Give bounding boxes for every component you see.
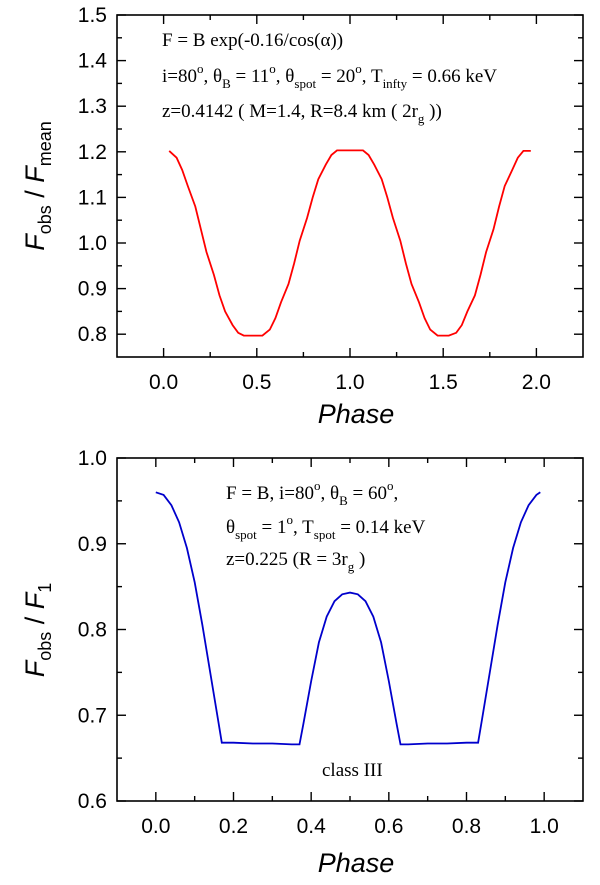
y-tick-label: 0.9: [78, 533, 107, 556]
bottom-x-ticks: 0.0 0.2 0.4 0.6 0.8 1.0: [141, 458, 559, 838]
series-line-flux: [168, 149, 531, 337]
y-tick-label: 0.8: [78, 619, 107, 642]
y-tick-label: 0.8: [78, 323, 107, 346]
x-tick-label: 1.0: [530, 815, 559, 838]
bottom-annotation-params: F = B, i=80o, θB = 60o,: [226, 478, 398, 508]
bottom-plot-frame: [116, 457, 584, 802]
bottom-chart: 0.6 0.7 0.8 0.9 1.0 0.0 0.2 0.4 0.6 0.8 1.0 F = B…: [20, 447, 584, 878]
x-tick-label: 0.2: [219, 815, 248, 838]
top-x-axis-label: Phase: [318, 399, 395, 429]
x-tick-label: 0.0: [141, 815, 170, 838]
bottom-annotation-redshift: z=0.225 (R = 3rg ): [226, 549, 365, 574]
top-annotation-params: i=80o, θB = 11o, θspot = 20o, Tinfty = 0…: [162, 61, 497, 91]
x-tick-label: 0.5: [242, 371, 271, 394]
y-tick-label: 1.0: [78, 232, 107, 255]
y-tick-label: 1.3: [78, 95, 107, 118]
top-annotation-formula: F = B exp(-0.16/cos(α)): [162, 30, 343, 51]
x-tick-label: 0.4: [297, 815, 327, 838]
top-series: [168, 149, 531, 337]
top-x-ticks: 0.0 0.5 1.0 1.5 2.0: [149, 15, 551, 394]
x-tick-label: 1.0: [335, 371, 364, 394]
top-annotation-redshift: z=0.4142 ( M=1.4, R=8.4 km ( 2rg )): [162, 101, 442, 126]
y-tick-label: 1.1: [78, 186, 107, 209]
bottom-x-axis-label: Phase: [318, 848, 395, 878]
x-tick-label: 2.0: [522, 371, 551, 394]
y-tick-label: 1.2: [78, 141, 107, 164]
x-tick-label: 0.6: [374, 815, 403, 838]
bottom-y-axis-label: Fobs / F1: [20, 583, 55, 678]
bottom-series: [155, 491, 541, 746]
bottom-annotation-spot: θspot = 1o, Tspot = 0.14 keV: [226, 512, 426, 542]
y-tick-label: 1.0: [78, 447, 107, 470]
x-tick-label: 0.8: [452, 815, 481, 838]
y-tick-label: 0.9: [78, 278, 107, 301]
bottom-y-ticks: 0.6 0.7 0.8 0.9 1.0: [78, 447, 583, 813]
series-line-flux: [155, 491, 541, 746]
top-y-axis-label: Fobs / Fmean: [20, 121, 55, 251]
top-chart: 0.8 0.9 1.0 1.1 1.2 1.3 1.4 1.5 0.0 0.5 1.0 1.5 2.0…: [20, 4, 584, 429]
x-tick-label: 0.0: [149, 371, 178, 394]
x-tick-label: 1.5: [429, 371, 458, 394]
y-tick-label: 1.4: [78, 50, 108, 73]
top-y-ticks: 0.8 0.9 1.0 1.1 1.2 1.3 1.4 1.5: [78, 4, 583, 346]
y-tick-label: 0.6: [78, 790, 107, 813]
y-tick-label: 0.7: [78, 704, 107, 727]
y-tick-label: 1.5: [78, 4, 107, 27]
bottom-class-label: class III: [322, 760, 383, 781]
